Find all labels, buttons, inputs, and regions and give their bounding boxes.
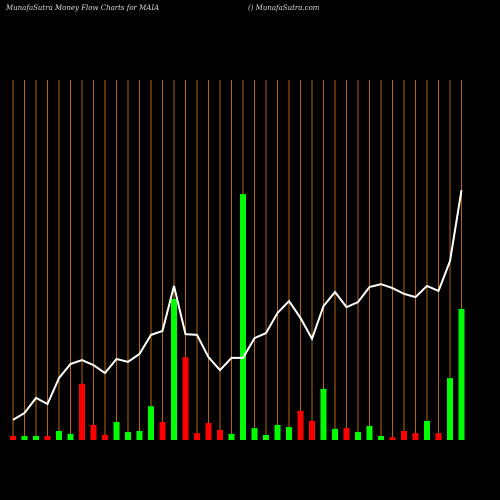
bar (125, 432, 131, 440)
bar (67, 433, 74, 440)
bar (113, 422, 120, 440)
bar (33, 436, 39, 440)
chart-title: MunafaSutra Money Flow Charts for MAIA (5, 4, 159, 12)
bar (240, 194, 246, 440)
bar (366, 425, 373, 440)
bar (136, 431, 143, 440)
bar (171, 298, 177, 440)
bar (343, 428, 350, 440)
bar (401, 431, 407, 440)
bar (159, 422, 166, 440)
bar (44, 436, 51, 440)
bar (274, 424, 281, 440)
money-flow-line (12, 189, 463, 421)
bar (286, 427, 292, 440)
bar (217, 429, 223, 440)
bar (10, 436, 16, 440)
bar (102, 434, 108, 440)
bar (251, 428, 258, 440)
bar (148, 406, 154, 440)
bar (389, 437, 396, 440)
bar (56, 431, 62, 440)
bar (309, 420, 315, 440)
bar (424, 420, 430, 440)
bar (355, 432, 361, 440)
bar (378, 436, 384, 440)
bar (21, 436, 28, 440)
bar (182, 357, 189, 440)
bar (90, 424, 97, 440)
bar (412, 433, 419, 440)
bar (320, 388, 327, 440)
bar (332, 428, 338, 440)
chart-subtitle: () MunafaSutra.com (248, 4, 320, 12)
bar (447, 378, 453, 440)
bar (79, 383, 85, 440)
bar (228, 433, 235, 440)
bar (435, 433, 442, 440)
bar (297, 410, 304, 440)
bar (458, 308, 465, 440)
bar (205, 423, 212, 440)
bar (263, 434, 269, 440)
bar (194, 433, 200, 440)
